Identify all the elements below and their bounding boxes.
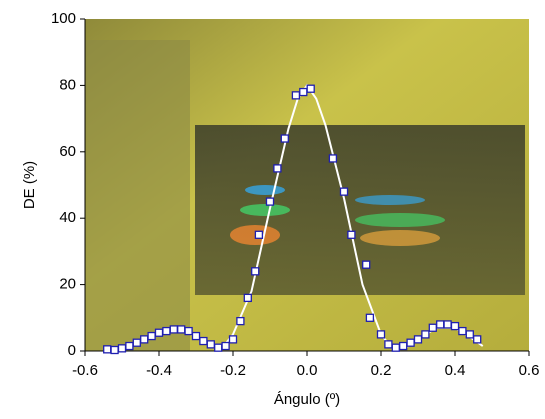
data-point	[228, 335, 238, 344]
data-point	[254, 230, 264, 239]
data-point	[291, 91, 301, 100]
data-point	[206, 340, 215, 349]
data-point	[458, 326, 467, 336]
x-tick-label: -0.4	[146, 362, 172, 379]
x-tick-label: 0.6	[519, 362, 540, 379]
x-tick-label: 0.4	[445, 362, 466, 379]
data-point	[339, 187, 349, 196]
y-axis-label: DE (%)	[21, 161, 38, 209]
x-tick-label: 0.2	[371, 362, 392, 379]
data-point	[406, 338, 415, 347]
data-point	[362, 260, 371, 269]
data-point	[436, 320, 445, 329]
data-point	[328, 154, 338, 163]
data-point	[443, 320, 452, 329]
data-point	[140, 335, 149, 344]
data-point	[110, 345, 119, 355]
data-point	[428, 323, 437, 332]
data-point	[413, 335, 423, 344]
photo-background	[85, 19, 529, 351]
x-axis-label: Ángulo (º)	[274, 391, 340, 408]
x-tick-label: -0.2	[220, 362, 246, 379]
y-tick-label: 60	[59, 143, 76, 160]
data-point	[391, 343, 400, 352]
data-point	[184, 326, 193, 336]
data-point	[243, 293, 252, 303]
data-point	[147, 331, 156, 341]
data-point	[177, 325, 186, 334]
data-point	[132, 338, 141, 347]
y-tick-label: 80	[59, 76, 76, 93]
data-point	[162, 326, 171, 336]
data-point	[421, 330, 430, 339]
data-point	[199, 336, 208, 346]
data-point	[365, 313, 375, 322]
data-point	[191, 331, 201, 341]
data-point	[376, 330, 386, 339]
data-point	[251, 267, 260, 276]
y-tick-label: 40	[59, 209, 76, 226]
data-point	[236, 316, 245, 326]
data-point	[299, 87, 308, 97]
data-point	[103, 345, 112, 354]
data-point	[280, 134, 289, 143]
data-point	[473, 335, 482, 344]
data-point	[450, 321, 460, 331]
data-point	[384, 340, 393, 349]
data-point	[465, 330, 474, 339]
data-point	[347, 230, 356, 239]
data-point	[273, 164, 282, 173]
x-tick-label: 0.0	[297, 362, 318, 379]
data-point	[265, 197, 275, 206]
data-point	[214, 343, 223, 352]
x-tick-label: -0.6	[72, 362, 98, 379]
data-point	[306, 84, 315, 93]
data-point	[169, 325, 178, 334]
data-point	[125, 341, 134, 351]
data-point	[221, 341, 230, 351]
data-point	[154, 328, 164, 337]
y-tick-label: 100	[51, 10, 76, 27]
data-point	[399, 341, 408, 351]
y-tick-label: 0	[68, 342, 76, 359]
y-tick-label: 20	[59, 276, 76, 293]
data-point	[117, 344, 127, 353]
